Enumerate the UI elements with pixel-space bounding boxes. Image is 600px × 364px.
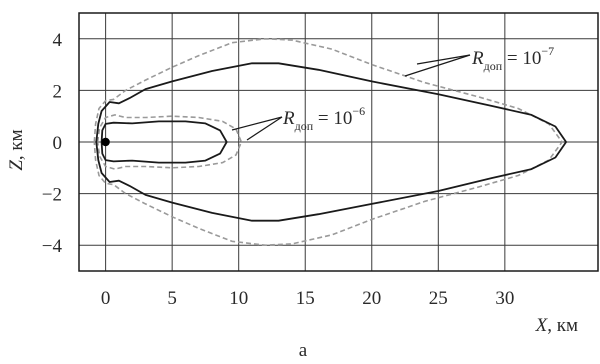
- x-tick-label: 0: [101, 288, 111, 309]
- panel-label: а: [299, 340, 308, 361]
- leader-r-1e-7-dashed: [416, 54, 471, 65]
- annotation-r-1e-7: Rдоп = 10−7: [471, 44, 554, 73]
- svg-text:Rдоп = 10−7: Rдоп = 10−7: [471, 44, 554, 73]
- x-tick-label: 10: [229, 288, 248, 309]
- solid-isoline: [95, 62, 567, 222]
- x-tick-label: 25: [429, 288, 448, 309]
- y-tick-label: 0: [53, 133, 63, 154]
- leader-lines: [231, 54, 471, 141]
- annotation-r-1e-6: Rдоп = 10−6: [282, 104, 365, 133]
- leader-r-1e-6-outer: [246, 116, 283, 141]
- x-tick-label: 5: [167, 288, 177, 309]
- y-tick-label: 4: [53, 30, 63, 51]
- curves: [93, 38, 567, 246]
- x-tick-label: 30: [495, 288, 514, 309]
- x-tick-label: 15: [296, 288, 315, 309]
- x-axis-label: X, км: [535, 315, 578, 336]
- dashed-isoline: [96, 114, 243, 170]
- y-tick-label: −2: [42, 185, 62, 206]
- leader-r-1e-7-solid: [404, 54, 471, 77]
- x-tick-labels: 0 5 10 15 20 25 30: [101, 288, 514, 309]
- solid-isoline: [100, 120, 228, 164]
- y-tick-label: 2: [53, 81, 63, 102]
- y-tick-labels: 4 2 0 −2 −4: [42, 30, 63, 257]
- dashed-isoline: [93, 38, 563, 246]
- plot-frame: [78, 12, 599, 272]
- grid: [79, 13, 598, 271]
- y-tick-label: −4: [42, 236, 63, 257]
- source-point: [101, 137, 110, 147]
- x-tick-label: 20: [362, 288, 381, 309]
- y-axis-label: Z, км: [6, 129, 27, 170]
- leader-r-1e-6-inner: [231, 116, 283, 131]
- svg-text:Rдоп = 10−6: Rдоп = 10−6: [282, 104, 365, 133]
